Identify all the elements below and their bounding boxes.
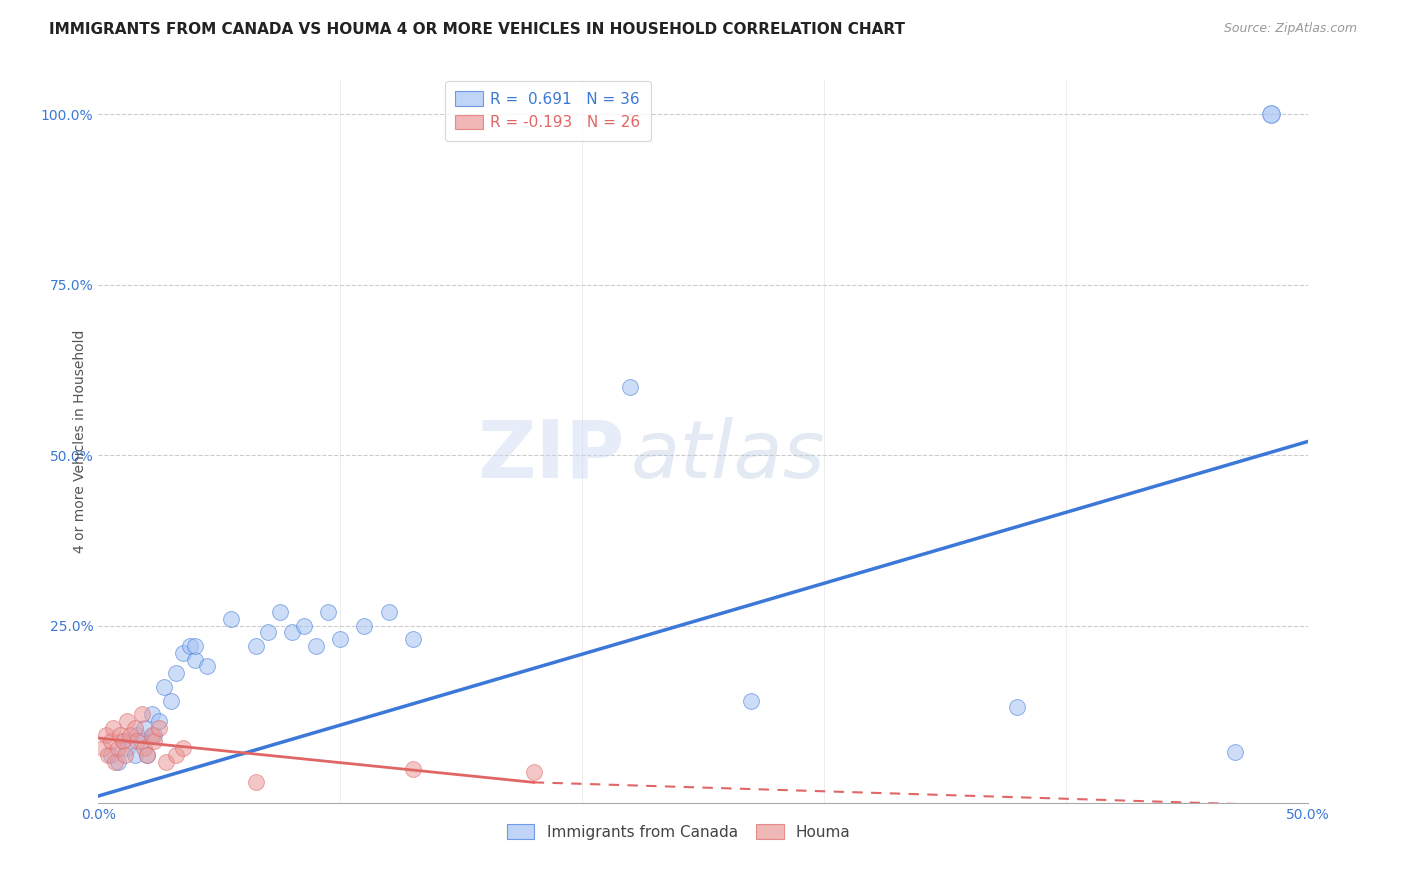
- Point: [101, 721, 124, 735]
- Point: [104, 755, 127, 769]
- Point: [141, 728, 163, 742]
- Point: [100, 748, 122, 763]
- Point: [402, 632, 425, 647]
- Point: [353, 618, 375, 632]
- Point: [107, 755, 129, 769]
- Point: [117, 741, 139, 756]
- Point: [97, 748, 120, 763]
- Y-axis label: 4 or more Vehicles in Household: 4 or more Vehicles in Household: [73, 330, 87, 553]
- Point: [155, 755, 177, 769]
- Point: [245, 775, 267, 789]
- Point: [165, 666, 187, 681]
- Point: [135, 748, 157, 763]
- Point: [619, 380, 641, 394]
- Point: [134, 721, 156, 735]
- Point: [245, 639, 267, 653]
- Text: IMMIGRANTS FROM CANADA VS HOUMA 4 OR MORE VEHICLES IN HOUSEHOLD CORRELATION CHAR: IMMIGRANTS FROM CANADA VS HOUMA 4 OR MOR…: [49, 22, 905, 37]
- Text: ZIP: ZIP: [477, 417, 624, 495]
- Point: [94, 728, 117, 742]
- Point: [108, 728, 131, 742]
- Point: [316, 605, 339, 619]
- Point: [117, 714, 139, 728]
- Text: Source: ZipAtlas.com: Source: ZipAtlas.com: [1223, 22, 1357, 36]
- Point: [118, 728, 141, 742]
- Point: [114, 748, 136, 763]
- Point: [377, 605, 399, 619]
- Point: [111, 734, 134, 748]
- Point: [165, 748, 187, 763]
- Point: [107, 741, 129, 756]
- Point: [143, 728, 166, 742]
- Point: [281, 625, 304, 640]
- Point: [329, 632, 352, 647]
- Point: [135, 748, 157, 763]
- Point: [134, 741, 156, 756]
- Point: [523, 765, 546, 780]
- Point: [305, 639, 328, 653]
- Point: [100, 734, 122, 748]
- Point: [1223, 745, 1246, 759]
- Legend: Immigrants from Canada, Houma: Immigrants from Canada, Houma: [501, 818, 856, 846]
- Point: [179, 639, 201, 653]
- Point: [172, 646, 194, 660]
- Point: [124, 748, 146, 763]
- Point: [127, 734, 149, 748]
- Point: [131, 707, 153, 722]
- Point: [256, 625, 278, 640]
- Point: [131, 734, 153, 748]
- Point: [292, 618, 315, 632]
- Point: [124, 721, 146, 735]
- Point: [195, 659, 218, 673]
- Point: [740, 693, 762, 707]
- Point: [141, 707, 163, 722]
- Point: [91, 741, 114, 756]
- Point: [111, 734, 134, 748]
- Point: [402, 762, 425, 776]
- Point: [1260, 107, 1282, 121]
- Text: atlas: atlas: [630, 417, 825, 495]
- Point: [221, 612, 243, 626]
- Point: [160, 693, 183, 707]
- Point: [143, 734, 166, 748]
- Point: [152, 680, 174, 694]
- Point: [148, 714, 170, 728]
- Point: [184, 639, 207, 653]
- Point: [184, 653, 207, 667]
- Point: [269, 605, 291, 619]
- Point: [127, 728, 149, 742]
- Point: [172, 741, 194, 756]
- Point: [1007, 700, 1029, 714]
- Point: [148, 721, 170, 735]
